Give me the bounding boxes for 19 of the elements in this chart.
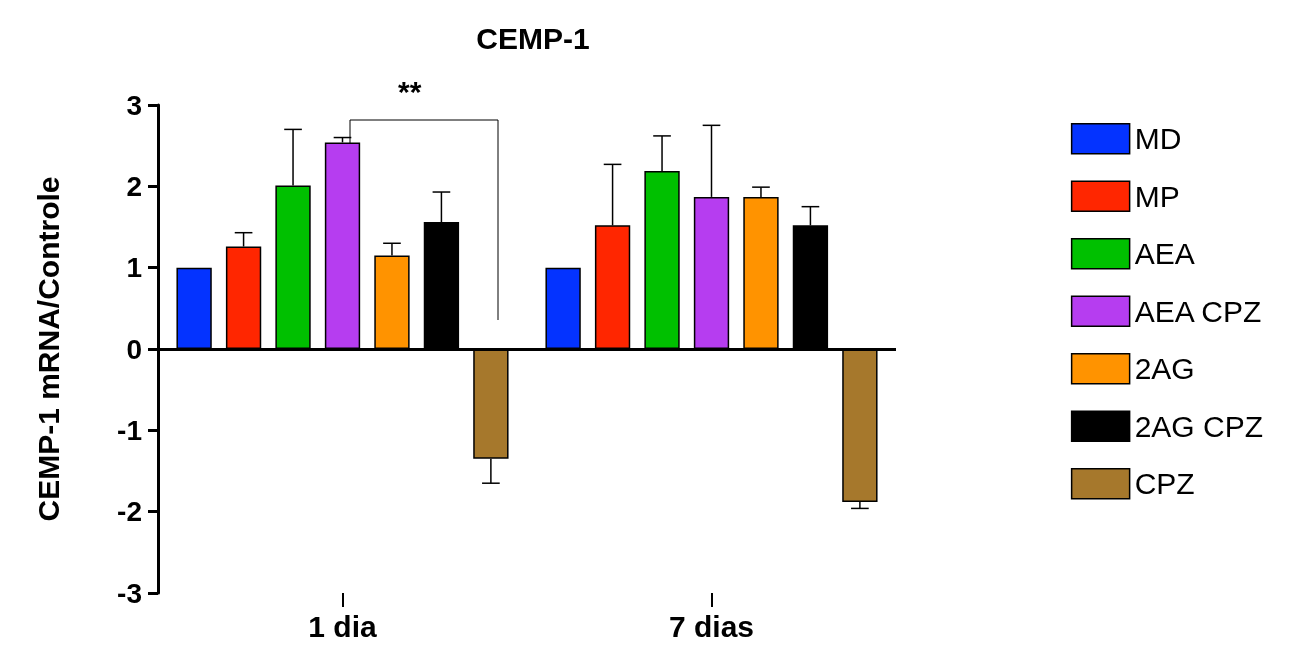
legend-label: MD <box>1134 122 1182 156</box>
x-tick-label: 7 dias <box>668 609 755 643</box>
y-tick-label: 2 <box>126 170 142 202</box>
y-axis-title: CEMP-1 mRNA/Controle <box>31 176 65 522</box>
legend-label: MP <box>1134 179 1180 213</box>
legend-label: AEA <box>1134 237 1195 271</box>
x-tick-label: 1 dia <box>308 609 377 643</box>
y-tick-label: 3 <box>126 89 142 121</box>
y-tick-label: 1 <box>126 252 142 284</box>
y-tick-label: -1 <box>117 414 142 446</box>
chart-title: CEMP-1 <box>476 21 590 55</box>
legend-label: CPZ <box>1134 467 1195 501</box>
legend-label: 2AG CPZ <box>1134 409 1264 443</box>
legend-label: AEA CPZ <box>1134 294 1262 328</box>
y-tick-label: -2 <box>117 496 142 528</box>
y-tick-label: 0 <box>126 333 142 365</box>
annotation: ** <box>398 74 422 108</box>
legend-label: 2AG <box>1134 352 1195 386</box>
y-tick-label: -3 <box>117 577 142 609</box>
